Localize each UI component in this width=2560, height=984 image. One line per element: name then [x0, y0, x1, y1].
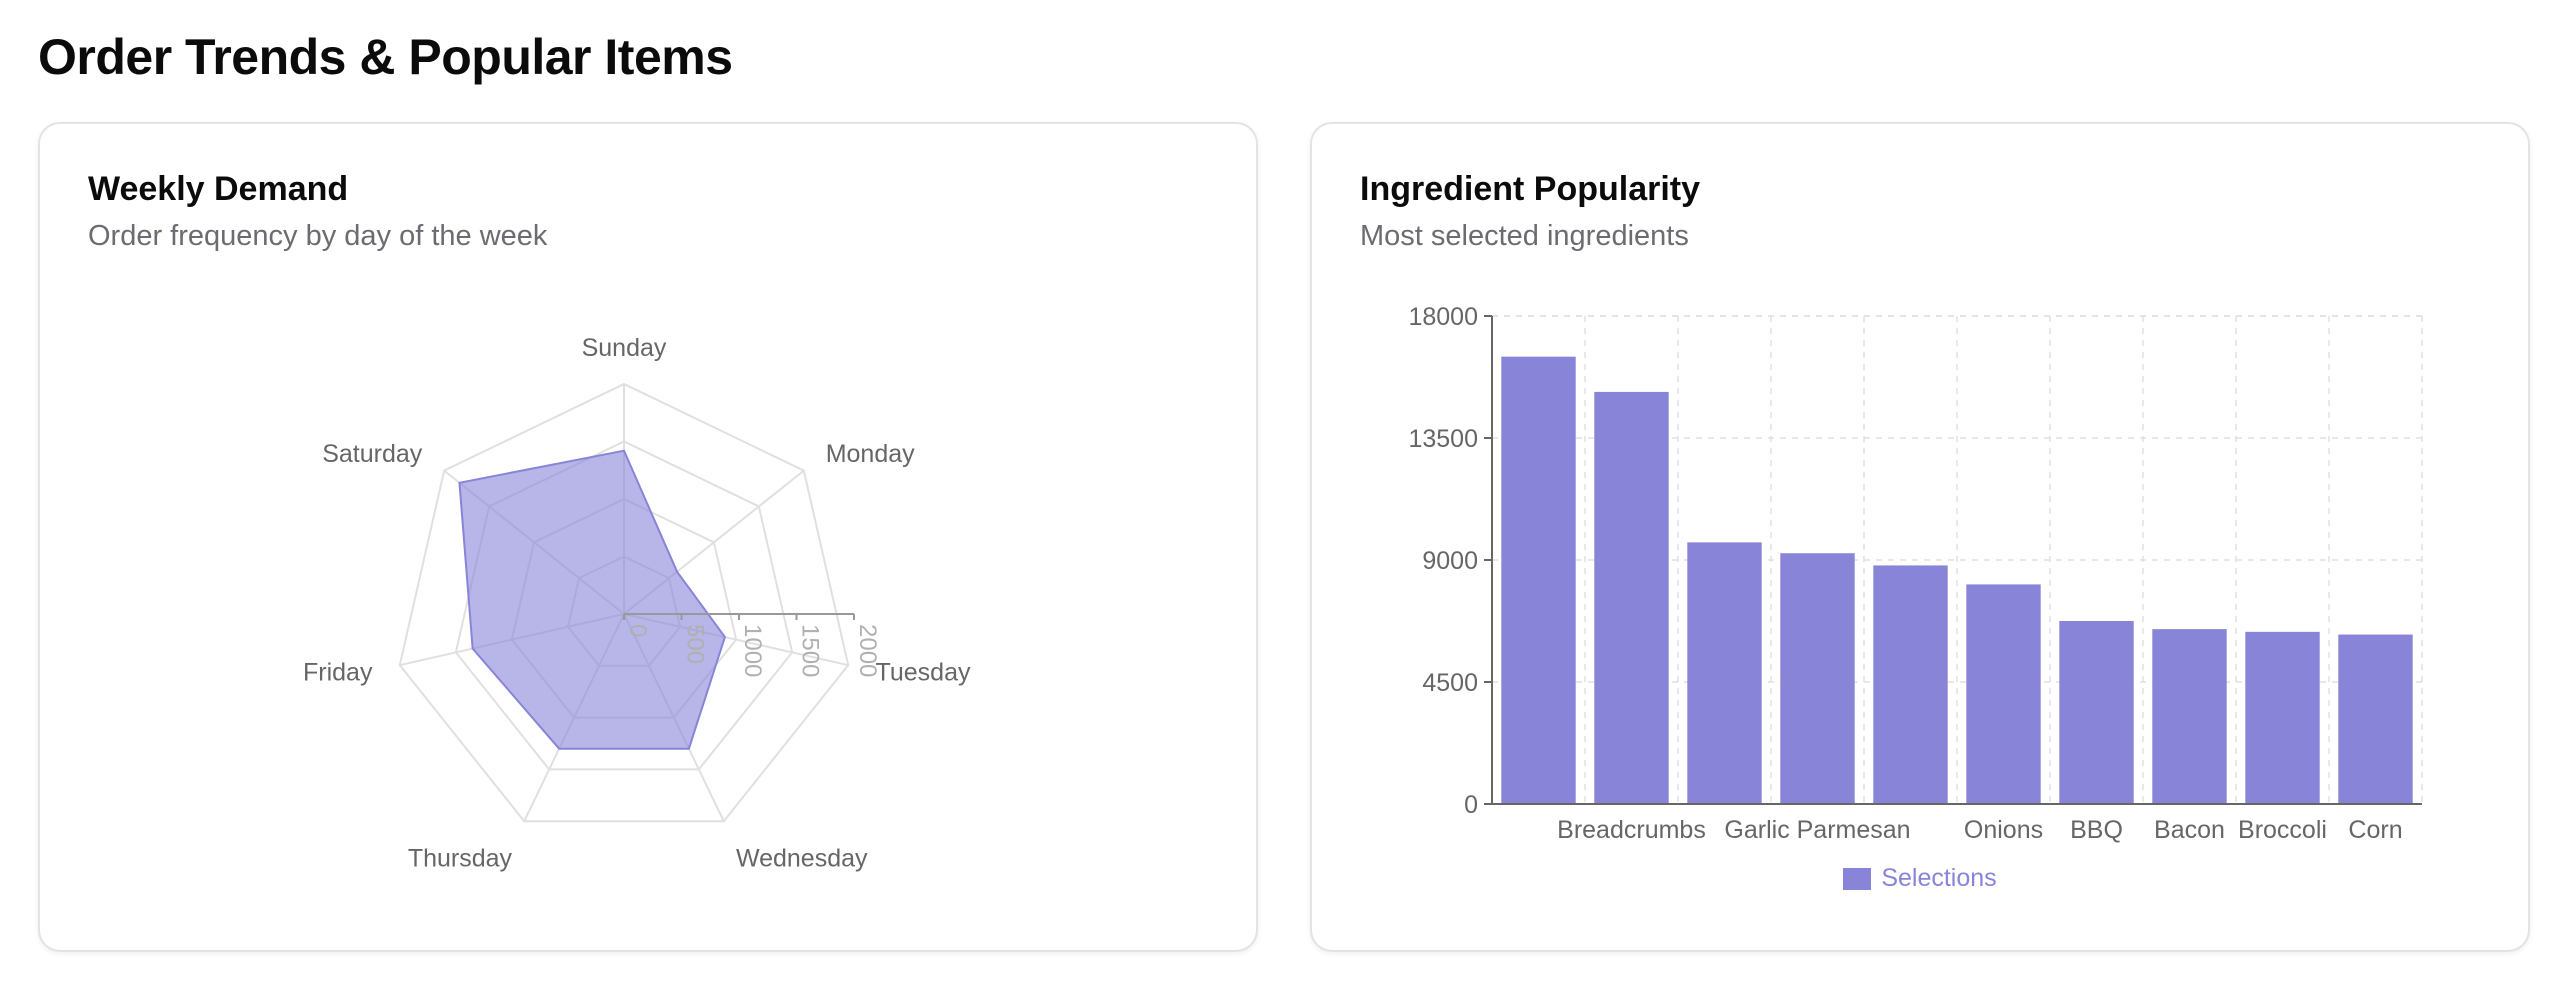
radar-category-label: Tuesday — [876, 658, 971, 686]
y-axis-tick-label: 18000 — [1408, 303, 1478, 331]
radar-radius-tick-label: 500 — [682, 624, 709, 664]
bar — [2152, 629, 2227, 804]
x-axis-tick-label: Garlic Parmesan — [1724, 816, 1910, 844]
bar — [2338, 634, 2413, 804]
y-axis-tick-label: 9000 — [1422, 547, 1478, 575]
weekly-demand-card: Weekly Demand Order frequency by day of … — [38, 122, 1258, 952]
x-axis-tick-label: Breadcrumbs — [1557, 816, 1706, 844]
x-axis-tick-label: Onions — [1964, 816, 2043, 844]
bar — [1780, 553, 1855, 804]
radar-category-label: Sunday — [582, 334, 667, 362]
bar — [2059, 621, 2134, 804]
bar-chart: 0 4500 9000 13500 18000 Breadcrumbs Garlic Par… — [1408, 303, 2423, 844]
card-subtitle: Order frequency by day of the week — [88, 220, 548, 252]
radar-category-label: Wednesday — [736, 844, 868, 872]
bar — [1501, 356, 1576, 804]
y-axis-tick-label: 4500 — [1422, 669, 1478, 697]
radar-category-label: Friday — [303, 658, 373, 686]
radar-grid-ring — [398, 382, 850, 823]
y-axis-tick-label: 13500 — [1408, 425, 1478, 453]
radar-radius-tick-label: 0 — [624, 624, 651, 637]
radar-category-label: Saturday — [322, 440, 423, 468]
legend-label: Selections — [1881, 864, 1997, 892]
x-axis-tick-label: Broccoli — [2238, 816, 2327, 844]
bar — [1966, 584, 2041, 804]
radar-category-label: Monday — [826, 440, 915, 468]
x-axis-tick-label: Bacon — [2154, 816, 2225, 844]
bar — [1594, 391, 1669, 804]
radar-radius-tick-label: 1000 — [739, 624, 766, 677]
card-title: Ingredient Popularity — [1360, 170, 1701, 208]
legend-swatch — [1843, 867, 1872, 890]
y-axis-tick-label: 0 — [1464, 791, 1478, 819]
ingredient-popularity-card: Ingredient Popularity Most selected ingr… — [1310, 122, 2530, 952]
radar-chart: 0 500 1000 1500 2000 Sunday Monday Tuesday Wedne… — [303, 334, 971, 872]
radar-radius-tick-label: 2000 — [854, 624, 881, 677]
radar-radius-tick-label: 1500 — [797, 624, 824, 677]
card-subtitle: Most selected ingredients — [1360, 220, 1689, 252]
page-title: Order Trends & Popular Items — [38, 29, 733, 85]
radar-series-area — [458, 449, 727, 750]
bar — [2245, 631, 2320, 804]
x-axis-tick-label: Corn — [2348, 816, 2402, 844]
bar — [1873, 565, 1948, 804]
card-title: Weekly Demand — [88, 170, 349, 208]
bar — [1687, 542, 1762, 804]
x-axis-tick-label: BBQ — [2070, 816, 2123, 844]
radar-category-label: Thursday — [408, 844, 513, 872]
chart-legend[interactable]: Selections — [1312, 864, 2528, 893]
